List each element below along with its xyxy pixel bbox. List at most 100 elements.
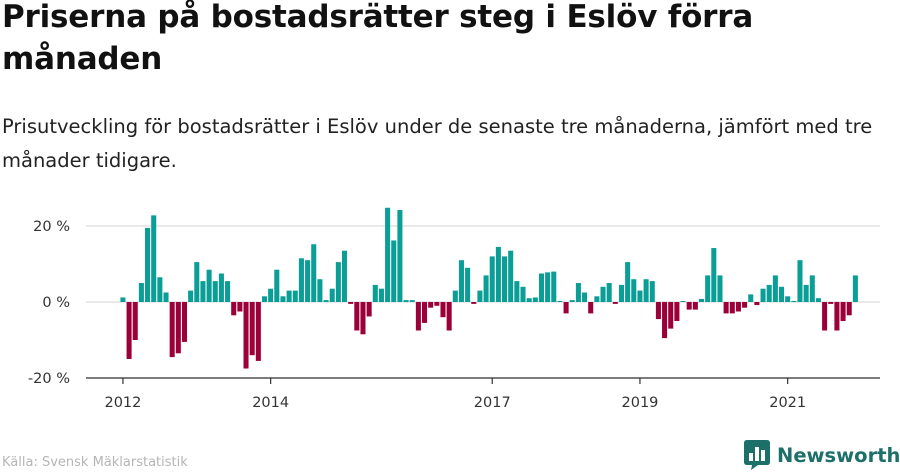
bar	[360, 302, 366, 335]
brand-name: Newsworthy	[777, 443, 900, 467]
bar	[311, 244, 317, 302]
bar	[194, 262, 200, 302]
chart-title: Priserna på bostadsrätter steg i Eslöv f…	[2, 0, 754, 77]
bar	[206, 269, 212, 302]
bar	[545, 272, 551, 302]
bar	[618, 284, 625, 302]
bar	[120, 297, 126, 302]
bar	[785, 296, 791, 302]
bar	[225, 281, 231, 302]
bar	[569, 300, 575, 302]
bar	[772, 275, 778, 302]
bar	[329, 288, 335, 302]
bar	[705, 275, 711, 302]
bar	[452, 290, 458, 302]
bar	[551, 271, 557, 302]
bar	[778, 286, 785, 302]
bar	[218, 273, 224, 302]
bar	[145, 227, 151, 302]
bar	[735, 302, 741, 312]
bar	[557, 301, 563, 302]
bar	[317, 279, 323, 302]
bar	[489, 256, 495, 302]
x-tick-label: 2019	[622, 395, 659, 411]
bar	[834, 302, 840, 331]
bar	[280, 296, 286, 302]
bar	[175, 302, 181, 354]
bar	[261, 296, 268, 302]
bar	[391, 240, 397, 302]
bar	[803, 284, 809, 302]
bar	[366, 302, 372, 317]
bar	[692, 302, 698, 310]
bar	[711, 248, 717, 302]
bar	[754, 302, 760, 306]
bar	[212, 281, 218, 302]
bar-chart: 20 % 0 % -20 % 2012 2014 2017 2019 2021 7 %	[28, 195, 882, 411]
bar	[508, 250, 514, 302]
bar	[286, 290, 292, 302]
bar	[674, 302, 680, 321]
bar	[662, 302, 668, 339]
bar	[403, 300, 409, 302]
bar	[274, 269, 280, 302]
bar	[791, 301, 797, 302]
bar	[385, 207, 391, 302]
bar	[434, 302, 440, 306]
y-tick-label: 0 %	[42, 295, 70, 311]
bar	[809, 275, 815, 302]
bar	[822, 302, 828, 331]
bar	[181, 302, 188, 342]
x-tick-label: 2021	[769, 395, 806, 411]
bar	[249, 302, 255, 356]
bar	[840, 302, 846, 321]
bar	[729, 302, 735, 314]
bar	[126, 302, 132, 359]
bar	[323, 300, 329, 302]
bar	[600, 286, 606, 302]
bar	[341, 250, 348, 302]
bar	[237, 302, 243, 312]
bar	[637, 290, 643, 302]
bar	[563, 302, 569, 314]
bar	[742, 302, 748, 308]
bar	[723, 302, 729, 314]
bar	[422, 302, 428, 323]
bar	[243, 302, 249, 369]
bar	[428, 302, 434, 308]
value-annotation: 7 %	[853, 195, 882, 199]
brand-logo[interactable]: Newsworthy	[744, 440, 900, 470]
bar	[458, 260, 464, 302]
bar	[606, 283, 612, 302]
bar	[582, 292, 588, 302]
bar	[138, 283, 144, 302]
bar	[514, 281, 520, 302]
chart-subtitle: Prisutveckling för bostadsrätter i Eslöv…	[2, 115, 873, 172]
bar	[292, 290, 298, 302]
bar	[748, 294, 754, 302]
bars	[120, 207, 858, 369]
bar	[354, 302, 360, 331]
bar	[612, 302, 618, 304]
bar	[680, 301, 686, 302]
bar	[378, 288, 384, 302]
bar-chart-logo-icon	[744, 440, 770, 470]
y-tick-label: -20 %	[28, 371, 70, 387]
bar	[717, 275, 723, 302]
bar	[668, 302, 674, 329]
bar	[698, 298, 705, 302]
bar	[828, 302, 834, 304]
bar	[298, 258, 304, 302]
bar	[465, 267, 471, 302]
bar	[815, 298, 821, 302]
bar	[483, 275, 489, 302]
bar	[538, 273, 544, 302]
x-axis: 2012 2014 2017 2019 2021	[86, 377, 880, 411]
bar	[415, 302, 421, 331]
bar	[231, 302, 237, 316]
bar	[157, 277, 163, 302]
y-tick-label: 20 %	[33, 219, 70, 235]
annotations: 7 %	[853, 195, 882, 199]
bar	[268, 288, 274, 302]
bar	[151, 215, 157, 302]
